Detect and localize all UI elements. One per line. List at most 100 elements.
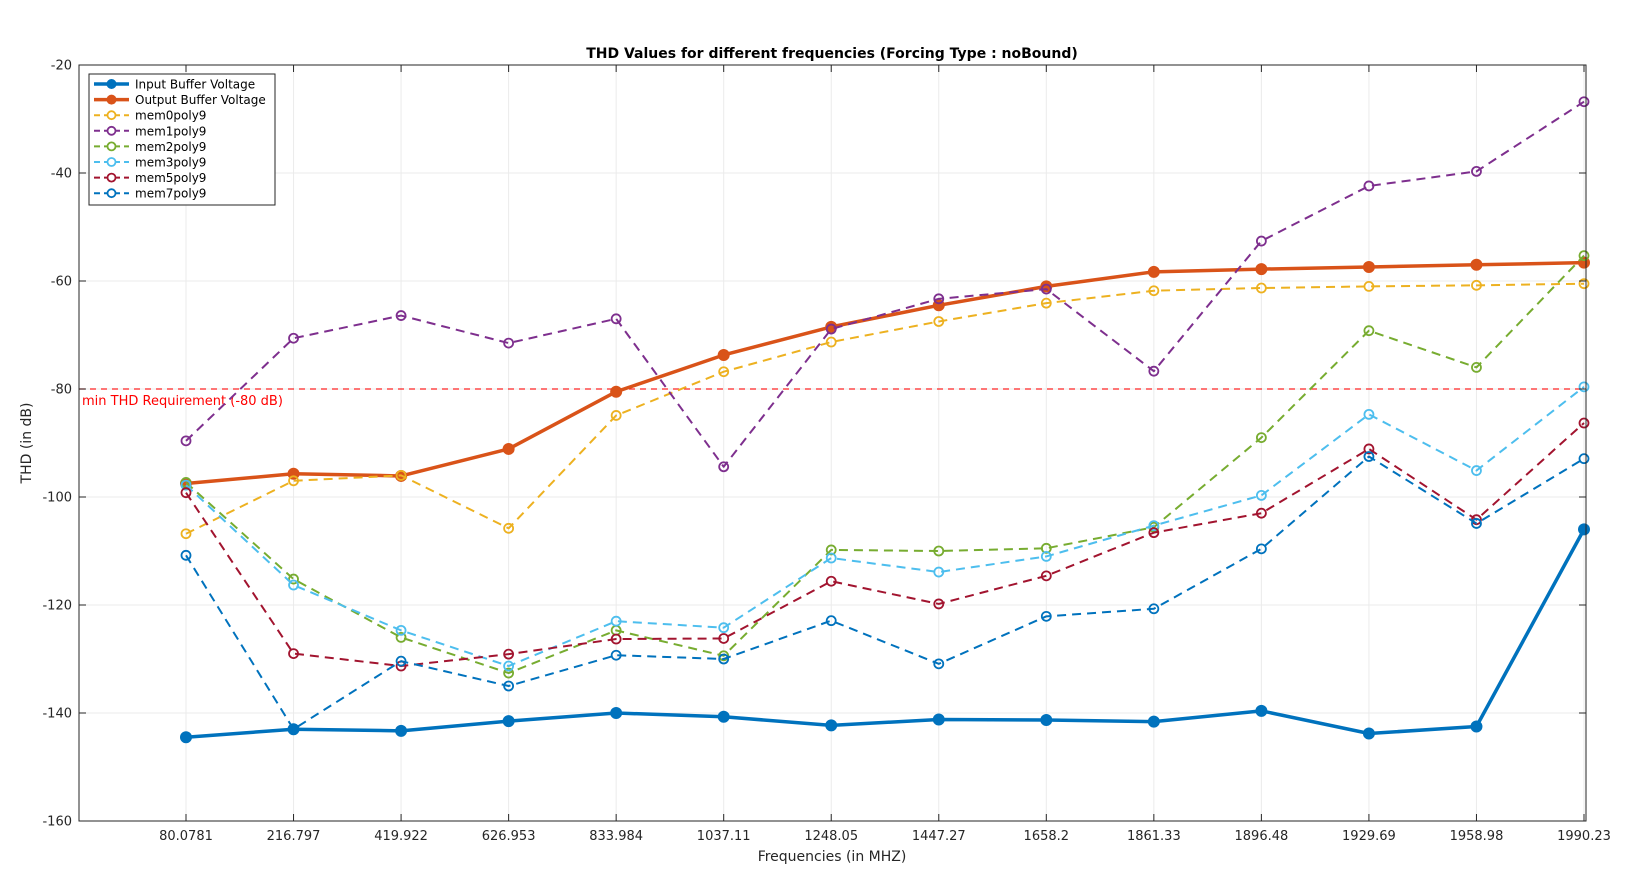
legend-label: Input Buffer Voltage — [135, 78, 255, 92]
data-point — [1255, 263, 1268, 276]
legend-box — [88, 73, 276, 206]
data-point — [825, 323, 837, 335]
data-point — [1147, 265, 1160, 278]
data-point — [718, 633, 730, 644]
x-tick-label: 1248.05 — [804, 829, 858, 844]
y-tick-label: -80 — [51, 383, 72, 398]
x-tick-label: 1037.11 — [697, 829, 751, 844]
data-point — [1148, 285, 1160, 297]
legend-label: mem7poly9 — [135, 187, 206, 201]
data-point — [288, 648, 299, 659]
data-point — [1255, 489, 1267, 501]
data-point — [1255, 235, 1267, 247]
data-point — [180, 435, 192, 447]
data-point — [503, 667, 515, 679]
data-point — [932, 713, 945, 726]
data-point — [1470, 720, 1483, 733]
data-point — [610, 707, 623, 719]
x-tick-label: 626.953 — [482, 829, 536, 844]
data-point — [825, 552, 837, 564]
data-point — [288, 723, 299, 735]
data-point — [1040, 551, 1052, 562]
data-point — [933, 566, 945, 578]
data-point — [502, 715, 515, 728]
data-point — [610, 649, 622, 661]
data-point — [180, 487, 192, 499]
legend-swatch-marker — [106, 157, 117, 167]
data-point — [610, 633, 622, 645]
data-point — [1471, 518, 1482, 529]
data-point — [1363, 443, 1375, 455]
series-line — [185, 100, 1585, 468]
data-point — [288, 579, 299, 591]
data-point — [1363, 280, 1375, 292]
y-tick-label: -20 — [51, 59, 72, 74]
data-point — [1471, 165, 1482, 177]
data-point — [1040, 570, 1052, 582]
x-tick-label: 1658.2 — [1024, 829, 1070, 844]
data-point — [610, 410, 622, 421]
data-point — [180, 528, 192, 540]
data-point — [180, 549, 192, 561]
data-point — [1255, 704, 1268, 717]
data-point — [503, 680, 515, 692]
y-tick-label: -160 — [42, 815, 72, 830]
legend-swatch-marker — [106, 172, 117, 183]
data-point — [395, 724, 408, 737]
plot-area — [79, 65, 1586, 821]
data-point — [1255, 507, 1267, 519]
x-tick-label: 1896.48 — [1235, 829, 1289, 844]
data-point — [933, 545, 945, 557]
data-point — [1040, 714, 1053, 727]
x-tick-label: 1958.98 — [1450, 829, 1504, 844]
data-point — [503, 648, 515, 660]
legend-swatch-marker — [106, 188, 117, 199]
reference-line-group: min THD Requirement (-80 dB) — [79, 388, 1586, 409]
plot-frame — [78, 64, 1587, 822]
y-axis-label: THD (in dB) — [19, 403, 35, 485]
legend-label: Output Buffer Voltage — [135, 93, 266, 107]
data-point — [825, 615, 837, 627]
data-point — [180, 479, 192, 491]
data-point — [1255, 282, 1267, 294]
series-line — [185, 455, 1585, 731]
data-point — [933, 598, 945, 610]
data-point — [1471, 361, 1482, 373]
reference-line-label: min THD Requirement (-80 dB) — [82, 394, 283, 409]
data-point — [1578, 250, 1590, 262]
data-point — [1578, 417, 1590, 429]
data-point — [395, 469, 407, 481]
legend-swatch-marker — [106, 79, 117, 89]
y-tick-label: -120 — [42, 599, 72, 614]
data-point — [395, 655, 407, 667]
data-point — [1578, 523, 1590, 536]
series-line — [185, 254, 1585, 675]
legend-label: mem3poly9 — [135, 156, 206, 170]
data-point — [825, 336, 837, 348]
data-point — [1362, 260, 1375, 273]
data-point — [718, 366, 730, 378]
series-group — [180, 96, 1590, 744]
data-point — [503, 522, 515, 534]
data-point — [1363, 408, 1375, 420]
data-point — [717, 710, 730, 723]
data-point — [1040, 283, 1052, 295]
series-line — [185, 386, 1585, 668]
x-tick-label: 833.984 — [589, 829, 643, 844]
data-point — [825, 719, 838, 732]
data-point — [933, 293, 945, 305]
data-point — [1471, 465, 1482, 476]
data-point — [610, 313, 622, 325]
x-tick-label: 1861.33 — [1127, 829, 1181, 844]
data-point — [1148, 365, 1160, 377]
data-point — [395, 632, 407, 643]
data-point — [1148, 520, 1160, 532]
legend-label: mem2poly9 — [135, 140, 206, 154]
x-tick-label: 1990.23 — [1557, 829, 1611, 844]
data-point — [1470, 258, 1483, 271]
data-point — [1148, 603, 1160, 615]
legend-label: mem1poly9 — [135, 124, 206, 138]
y-tick-label: -60 — [51, 275, 72, 290]
data-point — [1578, 381, 1590, 393]
